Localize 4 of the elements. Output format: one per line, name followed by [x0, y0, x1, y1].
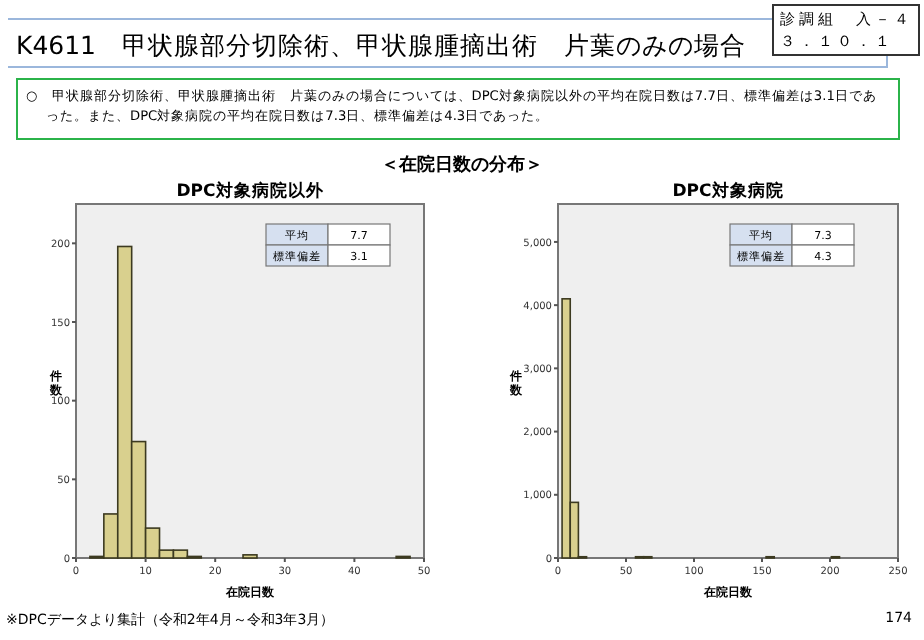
text: K4611 甲状腺部分切除術、甲状腺腫摘出術 片葉のみの場合 — [16, 30, 747, 60]
chart-title: DPC対象病院 — [672, 180, 784, 202]
chart-title: DPC対象病院以外 — [176, 180, 326, 202]
text: ＜在院日数の分布＞ — [379, 152, 545, 178]
